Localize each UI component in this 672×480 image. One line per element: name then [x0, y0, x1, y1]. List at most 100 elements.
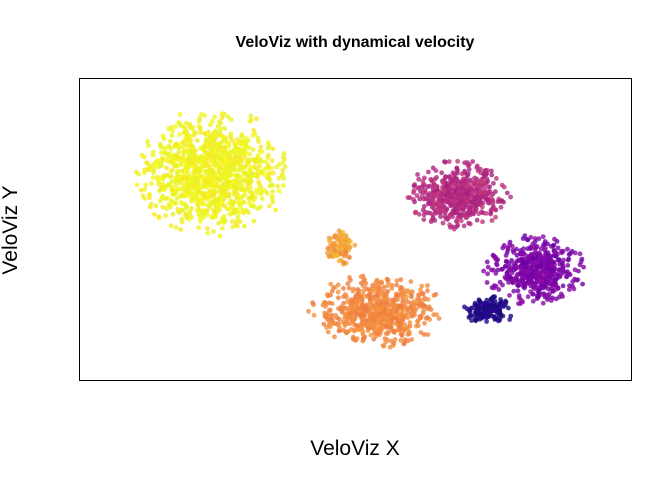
scatter-point-cluster-1 — [206, 197, 212, 203]
scatter-point-cluster-1 — [157, 188, 162, 194]
scatter-point-cluster-5 — [539, 291, 545, 297]
scatter-point-cluster-1 — [198, 146, 204, 151]
scatter-point-cluster-1 — [259, 149, 265, 155]
scatter-point-cluster-5 — [560, 248, 566, 254]
scatter-point-cluster-2 — [421, 308, 426, 313]
scatter-point-cluster-1 — [172, 179, 178, 185]
scatter-point-cluster-2 — [387, 344, 393, 350]
scatter-point-cluster-1 — [218, 165, 224, 171]
scatter-point-cluster-4 — [485, 190, 491, 196]
scatter-point-cluster-5 — [494, 261, 499, 266]
scatter-point-cluster-4 — [464, 190, 470, 196]
scatter-point-cluster-1 — [275, 183, 280, 189]
scatter-point-cluster-1 — [224, 163, 230, 169]
scatter-point-cluster-1 — [217, 126, 223, 132]
scatter-point-cluster-6 — [473, 302, 479, 308]
scatter-point-cluster-5 — [537, 254, 542, 260]
scatter-point-cluster-4 — [474, 163, 480, 169]
scatter-point-cluster-1 — [171, 158, 177, 164]
scatter-point-cluster-1 — [233, 158, 238, 164]
scatter-point-cluster-4 — [435, 207, 441, 213]
scatter-point-cluster-1 — [230, 224, 236, 230]
scatter-point-cluster-2 — [328, 292, 333, 298]
scatter-point-cluster-2 — [337, 325, 342, 331]
scatter-point-cluster-2 — [379, 280, 384, 286]
scatter-point-cluster-4 — [412, 199, 417, 205]
scatter-point-cluster-1 — [170, 167, 175, 173]
scatter-point-cluster-1 — [167, 138, 173, 144]
scatter-point-cluster-1 — [265, 145, 271, 151]
scatter-point-cluster-4 — [462, 170, 468, 176]
scatter-point-cluster-4 — [449, 203, 454, 208]
scatter-point-cluster-1 — [280, 167, 286, 173]
scatter-point-cluster-4 — [430, 192, 435, 197]
scatter-point-cluster-1 — [156, 214, 162, 220]
scatter-point-cluster-1 — [209, 201, 215, 206]
scatter-point-cluster-1 — [222, 144, 227, 150]
scatter-point-cluster-5 — [560, 283, 566, 289]
scatter-point-cluster-1 — [246, 158, 252, 164]
scatter-point-cluster-1 — [172, 192, 178, 197]
scatter-point-cluster-1 — [247, 151, 253, 157]
scatter-point-cluster-1 — [224, 139, 230, 145]
scatter-point-cluster-1 — [204, 159, 210, 165]
scatter-point-cluster-2 — [351, 286, 356, 292]
scatter-point-cluster-1 — [212, 179, 218, 185]
scatter-point-cluster-4 — [419, 184, 425, 190]
scatter-point-cluster-2 — [398, 338, 404, 343]
scatter-point-cluster-1 — [188, 148, 193, 154]
scatter-point-cluster-5 — [551, 242, 557, 248]
scatter-point-cluster-4 — [482, 180, 488, 185]
scatter-point-cluster-2 — [404, 306, 409, 312]
scatter-point-cluster-1 — [235, 137, 240, 142]
scatter-point-cluster-1 — [203, 163, 208, 168]
scatter-point-cluster-5 — [555, 271, 561, 277]
scatter-point-cluster-2 — [355, 287, 361, 292]
scatter-point-cluster-3 — [325, 250, 330, 256]
scatter-point-cluster-1 — [198, 201, 203, 207]
scatter-point-cluster-5 — [536, 279, 541, 285]
scatter-point-cluster-1 — [194, 208, 200, 214]
scatter-point-cluster-4 — [508, 194, 513, 200]
scatter-point-cluster-2 — [368, 318, 373, 324]
scatter-point-cluster-1 — [259, 196, 265, 202]
scatter-point-cluster-5 — [484, 259, 490, 265]
scatter-point-cluster-2 — [400, 293, 406, 299]
scatter-point-cluster-6 — [481, 300, 487, 306]
scatter-point-cluster-5 — [547, 281, 553, 287]
scatter-point-cluster-5 — [537, 284, 543, 290]
scatter-point-cluster-1 — [220, 149, 226, 155]
scatter-point-cluster-4 — [460, 208, 466, 213]
scatter-point-cluster-5 — [519, 265, 524, 271]
scatter-point-cluster-4 — [470, 159, 476, 164]
scatter-point-cluster-5 — [552, 278, 557, 284]
scatter-point-cluster-1 — [208, 122, 213, 128]
scatter-point-cluster-1 — [256, 179, 262, 185]
scatter-point-cluster-1 — [212, 143, 218, 149]
scatter-point-cluster-2 — [364, 304, 369, 310]
scatter-point-cluster-1 — [204, 179, 210, 184]
scatter-point-cluster-1 — [228, 149, 234, 155]
scatter-point-cluster-2 — [395, 318, 401, 324]
scatter-point-cluster-1 — [182, 182, 187, 188]
scatter-point-cluster-2 — [400, 300, 405, 305]
scatter-point-cluster-1 — [193, 130, 199, 136]
scatter-point-cluster-2 — [395, 297, 400, 303]
scatter-point-cluster-1 — [160, 181, 166, 187]
scatter-point-cluster-5 — [521, 275, 527, 281]
scatter-point-cluster-1 — [197, 158, 203, 164]
scatter-point-cluster-1 — [261, 171, 266, 177]
scatter-point-cluster-1 — [207, 151, 212, 157]
scatter-point-cluster-2 — [358, 274, 364, 280]
scatter-point-cluster-2 — [377, 316, 383, 322]
x-axis-label: VeloViz X — [310, 437, 400, 460]
scatter-point-cluster-1 — [241, 169, 246, 175]
scatter-point-cluster-4 — [504, 190, 510, 196]
scatter-point-cluster-2 — [332, 334, 337, 340]
scatter-point-cluster-1 — [239, 175, 245, 181]
scatter-point-cluster-4 — [464, 210, 469, 216]
scatter-point-cluster-4 — [488, 207, 494, 213]
scatter-point-cluster-1 — [145, 139, 151, 144]
scatter-point-cluster-1 — [252, 157, 257, 163]
scatter-point-cluster-4 — [458, 195, 463, 200]
